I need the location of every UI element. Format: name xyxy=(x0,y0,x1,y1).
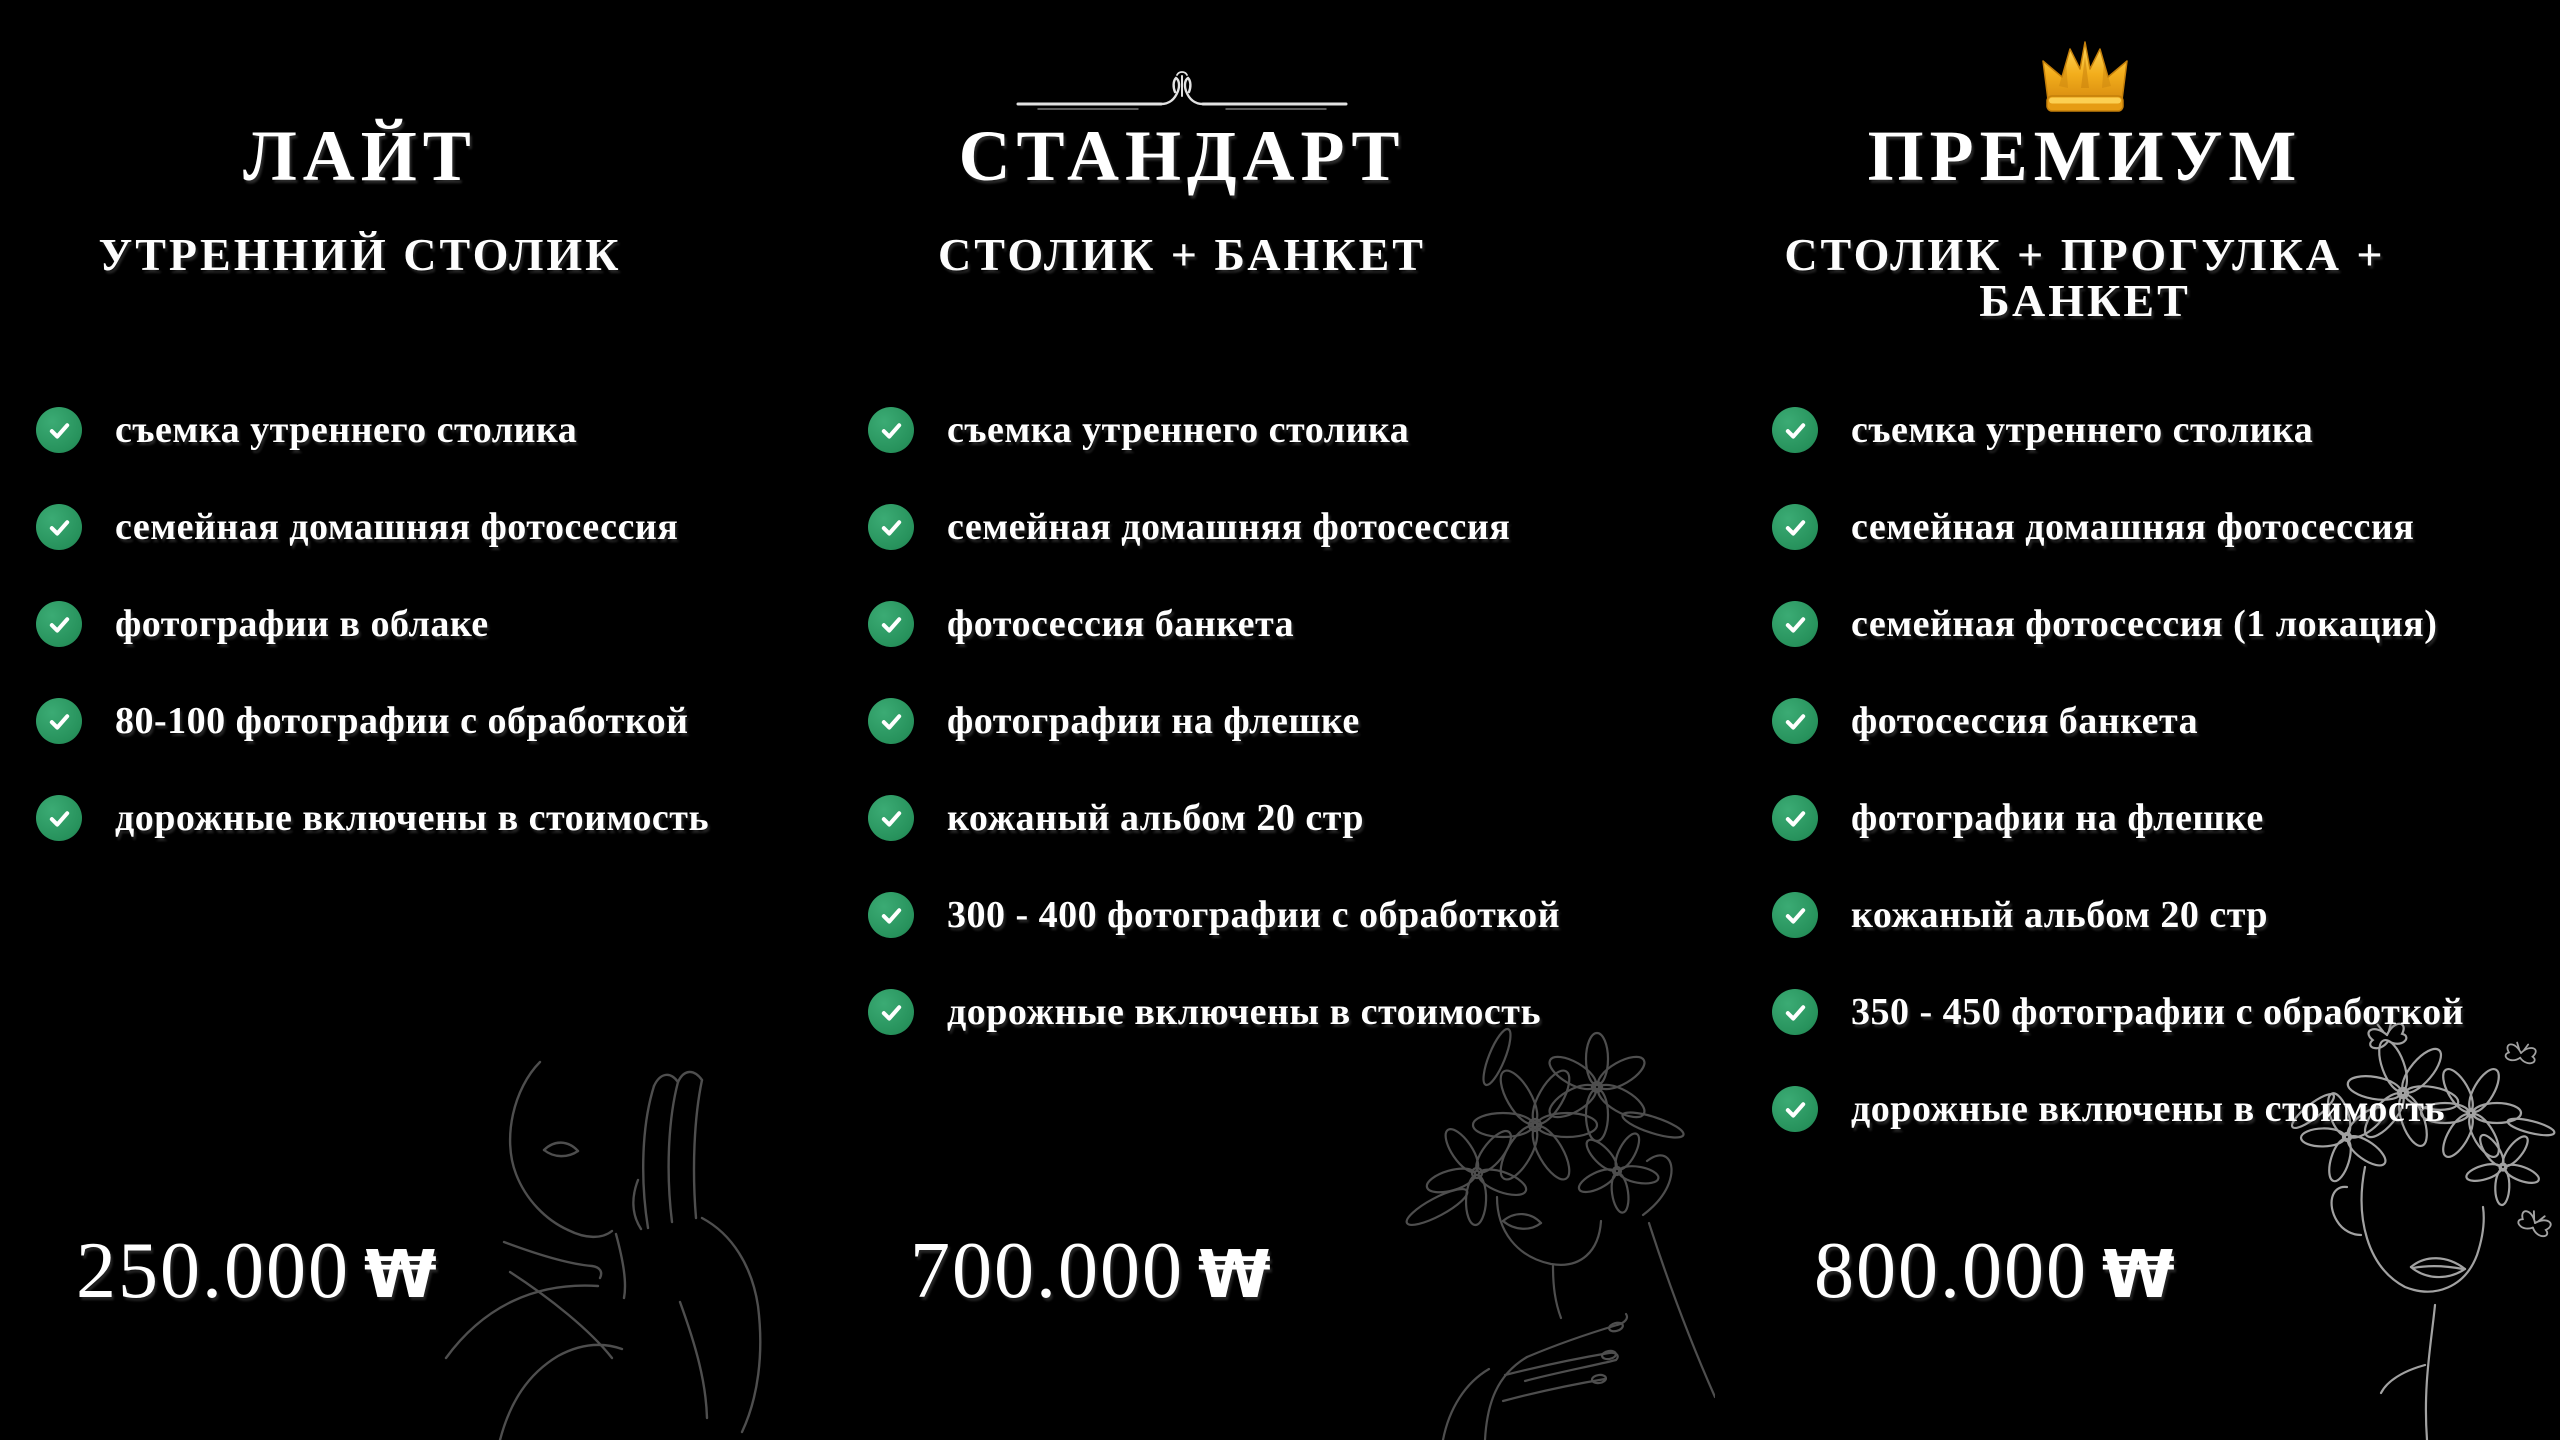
check-circle-icon xyxy=(1772,1086,1818,1132)
package-light-header: ЛАЙТ УТРЕННИЙ СТОЛИК xyxy=(50,120,670,278)
feature-item: фотографии в облаке xyxy=(36,601,709,647)
feature-item: съемка утреннего столика xyxy=(868,407,1560,453)
check-circle-icon xyxy=(868,989,914,1035)
package-standard-subtitle: СТОЛИК + БАНКЕТ xyxy=(938,229,1426,280)
feature-label: 300 - 400 фотографии с обработкой xyxy=(947,894,1561,936)
feature-label: 350 - 450 фотографии с обработкой xyxy=(1851,991,2465,1033)
package-light-subtitle: УТРЕННИЙ СТОЛИК xyxy=(98,229,622,280)
won-currency-symbol: ₩ xyxy=(364,1236,437,1313)
feature-item: фотосессия банкета xyxy=(1772,698,2464,744)
feature-label: фотосессия банкета xyxy=(947,603,1295,645)
check-circle-icon xyxy=(1772,504,1818,550)
package-premium-title: ПРЕМИУМ xyxy=(1867,116,2303,196)
feature-label: фотографии на флешке xyxy=(1851,797,2264,839)
package-standard-header: СТАНДАРТ СТОЛИК + БАНКЕТ xyxy=(872,120,1492,278)
line-art-woman-praying xyxy=(444,1060,762,1440)
check-circle-icon xyxy=(868,504,914,550)
feature-list-standard: съемка утреннего столика семейная домашн… xyxy=(868,407,1560,1035)
check-circle-icon xyxy=(36,504,82,550)
feature-label: съемка утреннего столика xyxy=(947,409,1410,451)
package-premium-subtitle: СТОЛИК + ПРОГУЛКА + БАНКЕТ xyxy=(1784,229,2386,326)
price-amount: 800.000 xyxy=(1814,1227,2088,1315)
flourish-divider xyxy=(1016,71,1348,110)
package-light-title: ЛАЙТ xyxy=(243,116,477,196)
feature-label: семейная домашняя фотосессия xyxy=(947,506,1511,548)
check-circle-icon xyxy=(1772,407,1818,453)
crown-icon xyxy=(2042,41,2128,112)
check-circle-icon xyxy=(868,601,914,647)
butterfly xyxy=(2517,1210,2552,1238)
feature-list-premium: съемка утреннего столика семейная домашн… xyxy=(1772,407,2464,1132)
feature-label: съемка утреннего столика xyxy=(1851,409,2314,451)
feature-label: фотографии на флешке xyxy=(947,700,1360,742)
check-circle-icon xyxy=(1772,698,1818,744)
feature-item: семейная домашняя фотосессия xyxy=(868,504,1560,550)
line-art-woman-flowers-face xyxy=(1405,1027,1715,1440)
feature-label: дорожные включены в стоимость xyxy=(115,797,710,839)
feature-label: фотосессия банкета xyxy=(1851,700,2199,742)
price-amount: 700.000 xyxy=(910,1227,1184,1315)
feature-label: кожаный альбом 20 стр xyxy=(947,797,1364,839)
package-standard-title: СТАНДАРТ xyxy=(958,116,1406,196)
feature-item: 350 - 450 фотографии с обработкой xyxy=(1772,989,2464,1035)
check-circle-icon xyxy=(868,892,914,938)
won-currency-symbol: ₩ xyxy=(2102,1236,2175,1313)
check-circle-icon xyxy=(868,698,914,744)
feature-item: дорожные включены в стоимость xyxy=(36,795,709,841)
feature-label: семейная домашняя фотосессия xyxy=(1851,506,2415,548)
line-art-woman-flowers-butterflies xyxy=(2290,1020,2556,1440)
check-circle-icon xyxy=(1772,601,1818,647)
feature-label: семейная фотосессия (1 локация) xyxy=(1851,603,2438,645)
check-circle-icon xyxy=(1772,795,1818,841)
feature-item: съемка утреннего столика xyxy=(36,407,709,453)
feature-item: фотографии на флешке xyxy=(1772,795,2464,841)
check-circle-icon xyxy=(1772,892,1818,938)
feature-label: семейная домашняя фотосессия xyxy=(115,506,679,548)
feature-item: семейная домашняя фотосессия xyxy=(36,504,709,550)
butterfly xyxy=(2504,1041,2537,1065)
feature-label: дорожные включены в стоимость xyxy=(947,991,1542,1033)
feature-item: кожаный альбом 20 стр xyxy=(1772,892,2464,938)
feature-label: дорожные включены в стоимость xyxy=(1851,1088,2446,1130)
feature-label: кожаный альбом 20 стр xyxy=(1851,894,2268,936)
check-circle-icon xyxy=(1772,989,1818,1035)
check-circle-icon xyxy=(868,407,914,453)
flower xyxy=(1405,1027,1685,1227)
butterfly xyxy=(2367,1020,2408,1050)
check-circle-icon xyxy=(868,795,914,841)
feature-item: съемка утреннего столика xyxy=(1772,407,2464,453)
check-circle-icon xyxy=(36,698,82,744)
check-circle-icon xyxy=(36,407,82,453)
package-premium-header: ПРЕМИУМ СТОЛИК + ПРОГУЛКА + БАНКЕТ xyxy=(1775,120,2395,324)
feature-item: семейная домашняя фотосессия xyxy=(1772,504,2464,550)
feature-item: 80-100 фотографии с обработкой xyxy=(36,698,709,744)
price-amount: 250.000 xyxy=(76,1227,350,1315)
check-circle-icon xyxy=(36,795,82,841)
feature-item: семейная фотосессия (1 локация) xyxy=(1772,601,2464,647)
feature-item: кожаный альбом 20 стр xyxy=(868,795,1560,841)
price-light: 250.000 ₩ xyxy=(76,1226,437,1317)
feature-item: дорожные включены в стоимость xyxy=(1772,1086,2464,1132)
price-standard: 700.000 ₩ xyxy=(910,1226,1271,1317)
feature-item: фотографии на флешке xyxy=(868,698,1560,744)
feature-label: фотографии в облаке xyxy=(115,603,489,645)
feature-label: 80-100 фотографии с обработкой xyxy=(115,700,689,742)
flower xyxy=(2290,1038,2556,1207)
feature-item: фотосессия банкета xyxy=(868,601,1560,647)
feature-label: съемка утреннего столика xyxy=(115,409,578,451)
feature-item: дорожные включены в стоимость xyxy=(868,989,1560,1035)
price-premium: 800.000 ₩ xyxy=(1814,1226,2175,1317)
check-circle-icon xyxy=(36,601,82,647)
feature-list-light: съемка утреннего столика семейная домашн… xyxy=(36,407,709,841)
feature-item: 300 - 400 фотографии с обработкой xyxy=(868,892,1560,938)
won-currency-symbol: ₩ xyxy=(1198,1236,1271,1313)
